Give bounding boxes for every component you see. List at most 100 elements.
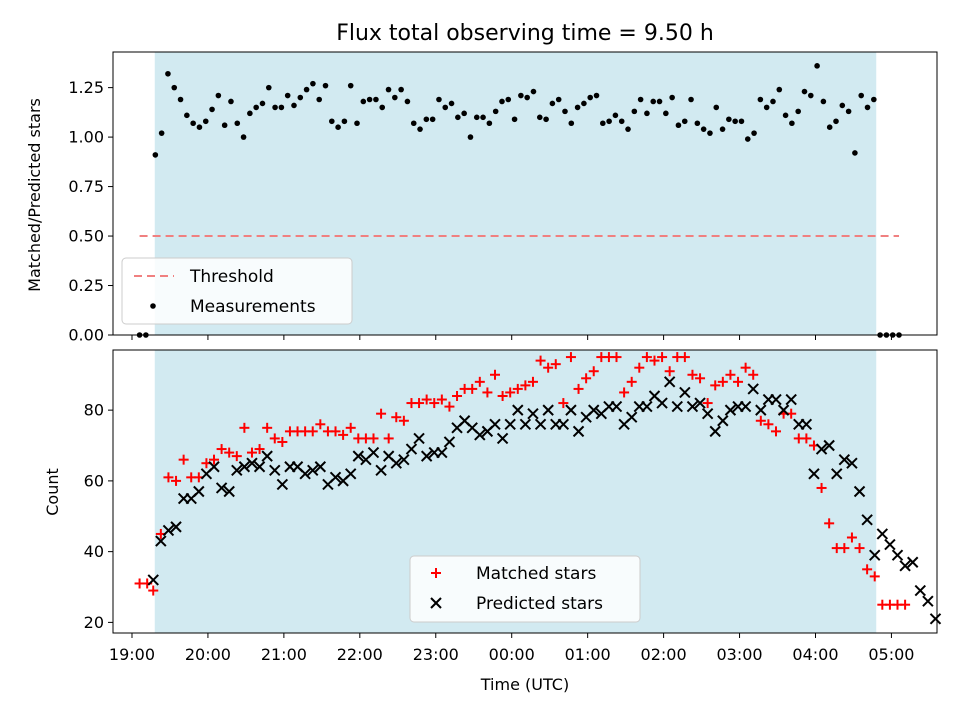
matched-point — [657, 352, 668, 363]
cross-b — [557, 418, 570, 430]
cross-b — [246, 457, 258, 469]
legend-threshold-label: Threshold — [189, 267, 274, 287]
measurement-point — [669, 94, 675, 101]
measurement-point — [228, 98, 234, 105]
matched-point — [801, 433, 812, 444]
measurement-point — [253, 104, 259, 111]
matched-point — [550, 359, 561, 370]
cross-b — [299, 468, 311, 480]
measurement-point — [820, 98, 827, 105]
cross-b — [261, 450, 273, 462]
predicted-point — [208, 461, 220, 473]
matched-points — [134, 352, 911, 610]
x-tick-label: 19:00 — [109, 645, 155, 664]
cross-b — [238, 461, 251, 473]
x-tick-label: 05:00 — [868, 645, 914, 664]
matched-point — [839, 543, 850, 554]
matched-point — [846, 532, 857, 543]
measurement-point — [826, 124, 833, 131]
measurement-point — [871, 96, 877, 103]
measurement-point — [644, 110, 650, 117]
cross-b — [899, 560, 911, 572]
cross-b — [329, 471, 342, 484]
measurement-point — [618, 118, 625, 125]
measurement-point — [801, 88, 808, 95]
matched-point — [368, 433, 379, 444]
predicted-point — [747, 383, 759, 395]
predicted-point — [838, 453, 851, 466]
measurement-point — [587, 94, 594, 101]
matched-point — [581, 373, 592, 384]
matched-point — [520, 380, 531, 391]
predicted-point — [170, 521, 182, 533]
predicted-point — [701, 407, 714, 420]
predicted-point — [276, 478, 289, 491]
cross-b — [914, 584, 926, 597]
measurement-point — [442, 104, 449, 111]
predicted-point — [922, 595, 934, 607]
matched-point — [527, 376, 538, 387]
matched-point — [391, 412, 402, 423]
measurement-point — [757, 96, 764, 103]
cross-b — [413, 432, 425, 445]
cross-b — [739, 400, 752, 413]
measurement-point — [726, 116, 732, 123]
measurement-point — [240, 134, 247, 140]
measurement-point — [612, 112, 619, 119]
cross-b — [382, 450, 395, 462]
measurement-point — [807, 92, 814, 99]
matched-point — [254, 444, 265, 455]
x-tick-label: 00:00 — [489, 645, 535, 664]
measurement-point — [555, 96, 562, 103]
cross-b — [694, 397, 706, 409]
matched-point — [246, 447, 257, 458]
bottom-y-ticks: 20 40 60 80 — [84, 401, 113, 632]
measurement-point — [524, 94, 530, 101]
cross-b — [891, 549, 904, 561]
measurement-point — [536, 114, 543, 121]
predicted-point — [815, 443, 828, 455]
predicted-point — [307, 464, 319, 476]
predicted-point — [269, 464, 281, 476]
measurement-point — [284, 92, 291, 99]
predicted-point — [785, 393, 797, 406]
measurement-point — [795, 108, 801, 115]
matched-point — [634, 362, 645, 373]
cross-b — [831, 468, 843, 480]
matched-point — [854, 543, 865, 554]
matched-point — [816, 482, 827, 493]
matched-point — [733, 376, 744, 387]
matched-point — [421, 394, 432, 405]
cross-b — [648, 390, 661, 402]
measurement-point — [265, 84, 272, 91]
matched-point — [315, 419, 326, 430]
cross-b — [352, 450, 365, 462]
cross-b — [565, 404, 577, 416]
matched-point — [224, 447, 235, 458]
top-panel: 0.00 0.25 0.50 0.75 1.00 1.25 Matched/Predict… — [25, 51, 938, 345]
cross-b — [534, 418, 547, 430]
matched-point — [338, 429, 349, 440]
legend-matched-label: Matched stars — [476, 564, 596, 584]
measurement-point — [329, 118, 335, 125]
matched-point — [543, 362, 554, 373]
measurement-point — [354, 120, 360, 127]
cross-b — [922, 595, 934, 607]
cross-b — [663, 376, 676, 388]
cross-b — [458, 415, 471, 427]
cross-b — [496, 432, 509, 445]
matched-point — [824, 518, 835, 529]
measurement-point — [688, 96, 694, 103]
cross-b — [861, 514, 873, 526]
predicted-point — [496, 432, 509, 445]
xlabel: Time (UTC) — [480, 675, 569, 694]
measurement-point — [814, 63, 820, 69]
predicted-point — [253, 461, 266, 473]
measurement-point — [165, 70, 171, 77]
predicted-point — [823, 439, 835, 452]
measurement-point — [511, 116, 518, 123]
matched-point — [467, 383, 478, 394]
measurement-point — [789, 120, 795, 127]
predicted-points — [147, 376, 942, 625]
cross-b — [344, 468, 357, 480]
